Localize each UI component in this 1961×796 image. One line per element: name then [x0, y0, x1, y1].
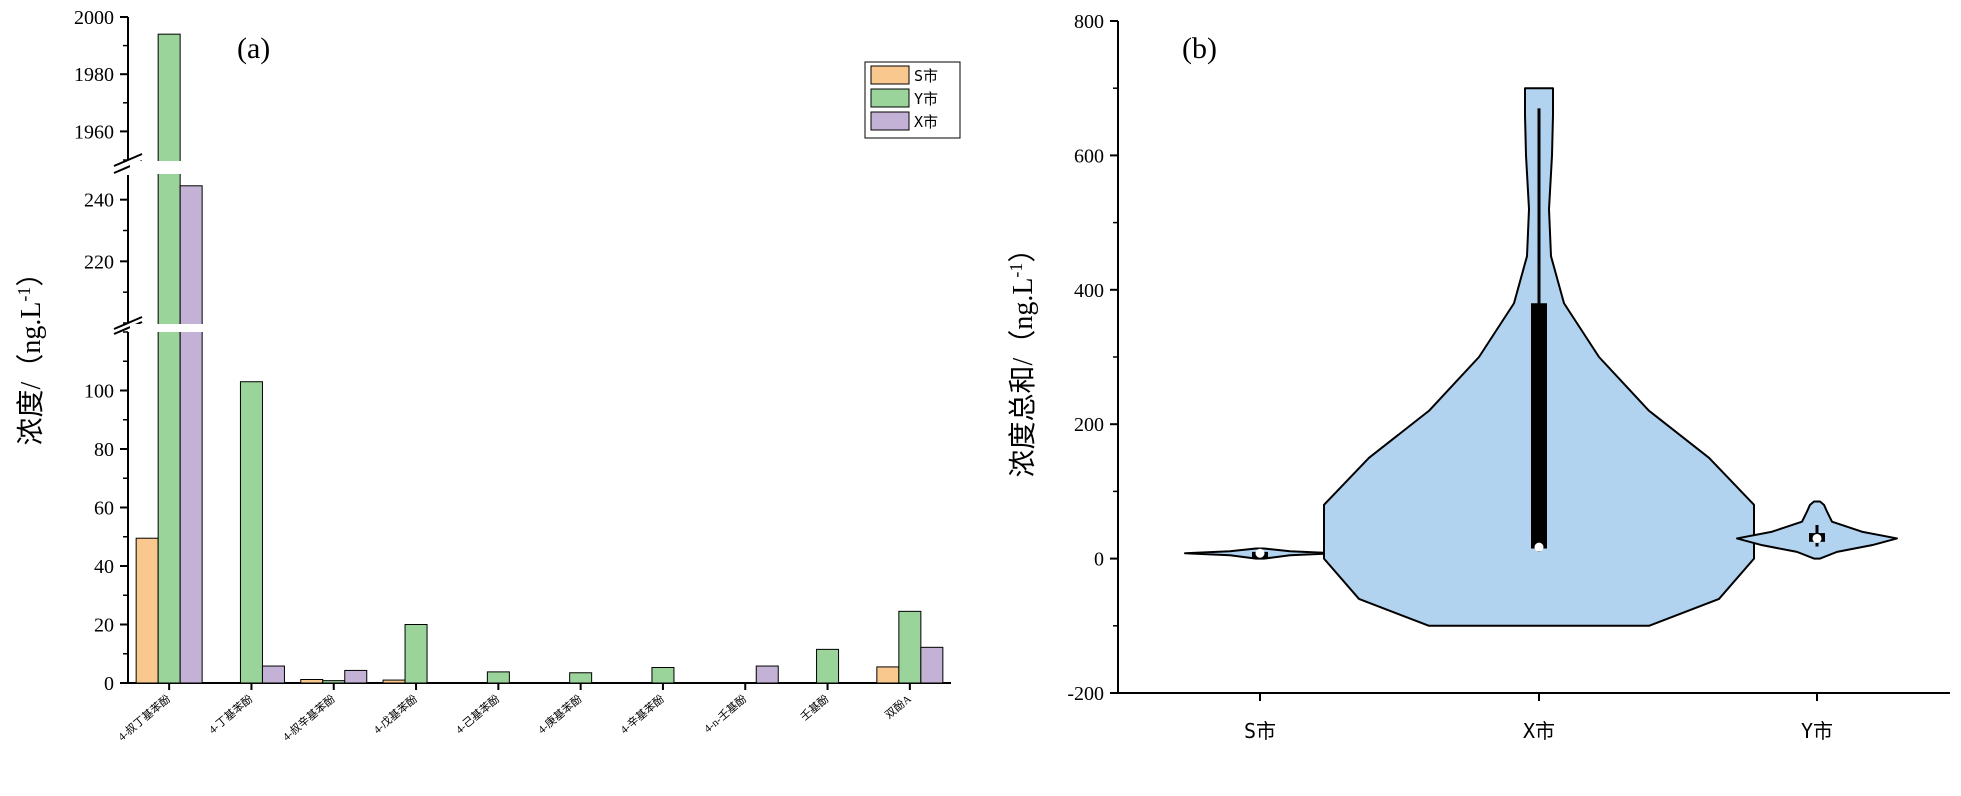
y-tick-label: 600: [1074, 145, 1104, 167]
y-tick-label: 0: [104, 673, 114, 695]
bar-X市-9: [920, 646, 944, 684]
bar-X市-7: [755, 665, 779, 684]
x-category-label: 4-戊基苯酚: [370, 692, 420, 737]
y-tick-label: 60: [94, 498, 114, 520]
y-tick-label: 800: [1074, 11, 1104, 33]
bar-X市-2: [344, 669, 368, 684]
break-gap-lower: [130, 324, 320, 332]
bar-S市-2: [300, 678, 324, 684]
bar-Y市-5: [569, 672, 593, 684]
y-axis-label-main: 浓度总和/（ng.L: [1007, 278, 1039, 478]
x-category-label: 4-己基苯酚: [453, 692, 503, 737]
bar-Y市-4: [486, 671, 510, 684]
y-axis-label: 浓度/（ng.L-1）: [14, 259, 47, 446]
x-category-label: S市: [1244, 719, 1276, 743]
legend-swatch-2: [870, 111, 910, 131]
x-category-label: 4-丁基苯酚: [206, 692, 256, 737]
y-axis-label: 浓度总和/（ng.L-1）: [1006, 235, 1039, 478]
x-category-label: 4-庚基苯酚: [535, 692, 585, 737]
bar-Y市-9: [898, 610, 922, 684]
legend-swatch-0: [870, 65, 910, 85]
bar-S市-9: [876, 666, 900, 684]
x-category-label: Y市: [1801, 719, 1833, 743]
y-tick-label: -200: [1067, 683, 1104, 705]
bar-S市-3: [382, 679, 406, 684]
legend-swatch-1: [870, 88, 910, 108]
legend-label-2: X市: [914, 113, 938, 131]
bar-Y市-6: [651, 666, 675, 684]
y-tick-label: 80: [94, 439, 114, 461]
x-category-label: 4-叔辛基苯酚: [280, 692, 338, 744]
y-axis-label-end: ）: [1007, 235, 1039, 263]
legend-label-1: Y市: [914, 90, 938, 108]
bar-X市-0: [179, 185, 203, 684]
panel-label-a: (a): [237, 32, 270, 65]
y-tick-label: 0: [1094, 549, 1104, 571]
y-tick-label: 2000: [74, 7, 114, 29]
legend: S市 Y市 X市: [864, 61, 961, 139]
bar-Y市-8: [816, 648, 840, 684]
x-category-label: 4-叔丁基苯酚: [115, 692, 173, 744]
bar-Y市-0: [157, 33, 181, 684]
median-X市: [1534, 542, 1544, 552]
bar-chart-panel: 0 20 40 60 80 100 220 240 1960 1980 2000 4-叔丁基苯酚 4-丁…: [14, 7, 961, 744]
violin-chart-panel: -200 0 200 400 600 800 S市 X市 Y市 (b) 浓度总和/（ng.L-1）: [1006, 11, 1950, 743]
bar-Y市-1: [239, 381, 263, 684]
bar-Y市-3: [404, 624, 428, 684]
axis-break-mark: [113, 153, 143, 167]
bar-Y市-2: [322, 680, 346, 684]
y-tick-label: 400: [1074, 280, 1104, 302]
y-tick-label: 20: [94, 615, 114, 637]
median-Y市: [1812, 533, 1822, 543]
y-tick-label: 220: [84, 251, 114, 273]
y-tick-label: 1980: [74, 64, 114, 86]
axis-break-mark: [113, 316, 143, 330]
median-S市: [1255, 548, 1265, 558]
y-tick-label: 240: [84, 190, 114, 212]
y-tick-label: 100: [84, 381, 114, 403]
y-axis-label-main: 浓度/（ng.L: [15, 302, 47, 446]
x-category-label: 壬基酚: [797, 692, 831, 724]
bar-X市-1: [261, 665, 285, 684]
break-gap-upper: [130, 161, 320, 174]
panel-label-b: (b): [1182, 32, 1217, 65]
y-tick-label: 1960: [74, 121, 114, 143]
y-axis-label-sup: -1: [1006, 263, 1026, 278]
bar-S市-0: [135, 537, 159, 684]
y-axis-label-sup: -1: [14, 287, 34, 302]
x-category-label: X市: [1523, 719, 1555, 743]
legend-label-0: S市: [914, 67, 938, 85]
y-axis-label-end: ）: [15, 259, 47, 287]
y-tick-label: 200: [1074, 414, 1104, 436]
y-tick-label: 40: [94, 556, 114, 578]
x-category-label: 双酚A: [882, 692, 914, 722]
x-category-label: 4-辛基苯酚: [617, 692, 667, 737]
box-X市: [1531, 303, 1547, 549]
x-category-label: 4-n-壬基酚: [701, 692, 749, 736]
